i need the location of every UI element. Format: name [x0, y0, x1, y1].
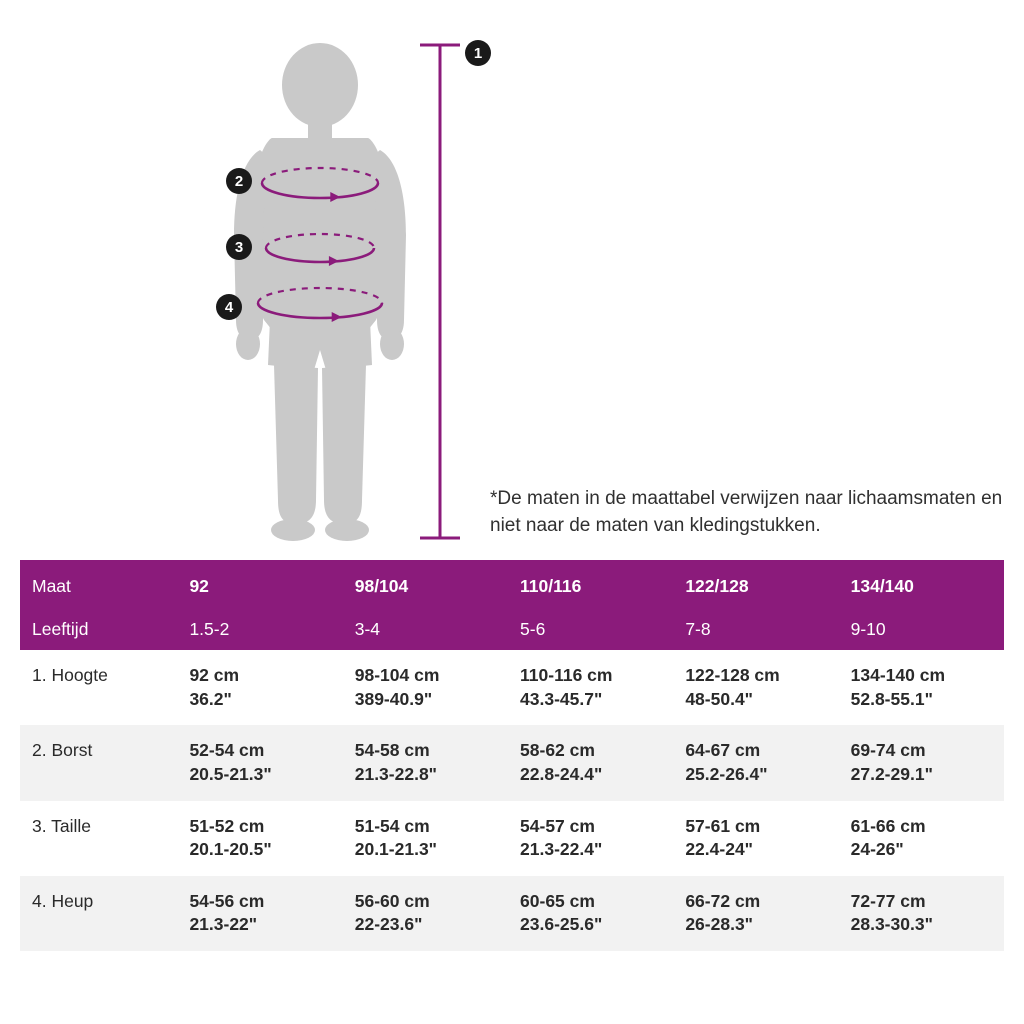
size-cell: 122-128 cm48-50.4" — [673, 650, 838, 725]
size-cell: 52-54 cm20.5-21.3" — [177, 725, 342, 800]
size-cell: 60-65 cm23.6-25.6" — [508, 876, 673, 951]
size-cell: 110-116 cm43.3-45.7" — [508, 650, 673, 725]
size-cell: 66-72 cm26-28.3" — [673, 876, 838, 951]
size-cell: 69-74 cm27.2-29.1" — [839, 725, 1004, 800]
badge-3-icon: 3 — [226, 234, 252, 260]
table-row: 3. Taille51-52 cm20.1-20.5"51-54 cm20.1-… — [20, 801, 1004, 876]
size-cell: 54-58 cm21.3-22.8" — [343, 725, 508, 800]
diagram-area: 1 2 3 4 *De maten in de maattabel verwij… — [20, 20, 1004, 560]
badge-4-icon: 4 — [216, 294, 242, 320]
size-cell: 56-60 cm22-23.6" — [343, 876, 508, 951]
header-size-col: 122/1287-8 — [673, 560, 838, 650]
row-label: 2. Borst — [20, 725, 177, 800]
body-diagram: 1 2 3 4 — [20, 20, 480, 560]
size-cell: 57-61 cm22.4-24" — [673, 801, 838, 876]
size-cell: 54-56 cm21.3-22" — [177, 876, 342, 951]
header-size-col: 110/1165-6 — [508, 560, 673, 650]
row-label: 4. Heup — [20, 876, 177, 951]
size-table: MaatLeeftijd921.5-298/1043-4110/1165-612… — [20, 560, 1004, 951]
size-cell: 51-54 cm20.1-21.3" — [343, 801, 508, 876]
size-cell: 134-140 cm52.8-55.1" — [839, 650, 1004, 725]
size-cell: 72-77 cm28.3-30.3" — [839, 876, 1004, 951]
size-cell: 98-104 cm389-40.9" — [343, 650, 508, 725]
size-cell: 92 cm36.2" — [177, 650, 342, 725]
badge-1-icon: 1 — [465, 40, 491, 66]
footnote: *De maten in de maattabel verwijzen naar… — [490, 485, 1004, 540]
header-size-col: 98/1043-4 — [343, 560, 508, 650]
header-size-col: 134/1409-10 — [839, 560, 1004, 650]
table-row: 1. Hoogte92 cm36.2"98-104 cm389-40.9"110… — [20, 650, 1004, 725]
header-size-col: 921.5-2 — [177, 560, 342, 650]
size-cell: 58-62 cm22.8-24.4" — [508, 725, 673, 800]
header-label-col: MaatLeeftijd — [20, 560, 177, 650]
size-cell: 64-67 cm25.2-26.4" — [673, 725, 838, 800]
table-row: 2. Borst52-54 cm20.5-21.3"54-58 cm21.3-2… — [20, 725, 1004, 800]
row-label: 1. Hoogte — [20, 650, 177, 725]
badge-2-icon: 2 — [226, 168, 252, 194]
row-label: 3. Taille — [20, 801, 177, 876]
size-cell: 51-52 cm20.1-20.5" — [177, 801, 342, 876]
size-cell: 61-66 cm24-26" — [839, 801, 1004, 876]
size-cell: 54-57 cm21.3-22.4" — [508, 801, 673, 876]
table-row: 4. Heup54-56 cm21.3-22"56-60 cm22-23.6"6… — [20, 876, 1004, 951]
